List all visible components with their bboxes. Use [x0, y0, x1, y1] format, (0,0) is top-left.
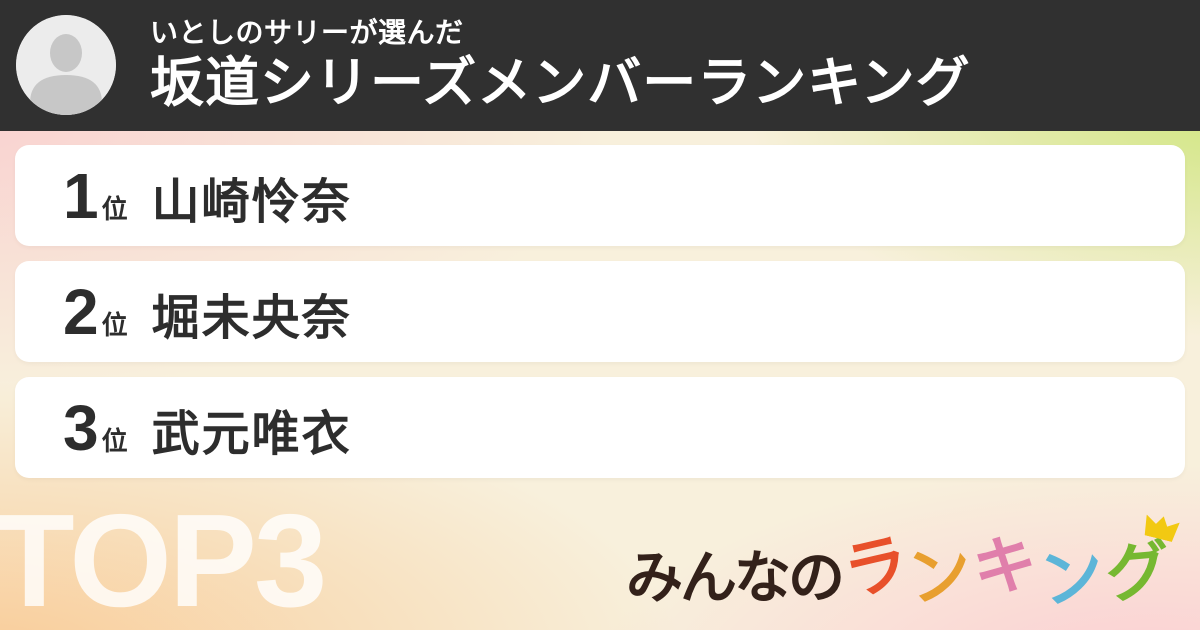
top3-watermark: TOP3: [0, 487, 327, 630]
page-title: 坂道シリーズメンバーランキング: [150, 53, 971, 113]
rank-suffix: 位: [101, 425, 128, 456]
rank-suffix: 位: [101, 309, 128, 340]
logo-char-n1: ン: [901, 532, 979, 616]
logo-char-ki: キ: [968, 526, 1042, 606]
rank-line: 3 位武元唯衣: [63, 391, 352, 465]
rank-number: 3: [63, 391, 99, 464]
header-text: いとしのサリーが選んだ 坂道シリーズメンバーランキング: [150, 14, 971, 114]
rank-name: 山崎怜奈: [151, 175, 352, 229]
logo-prefix-text: みんなの: [626, 546, 845, 610]
rank-card-3: 3 位武元唯衣: [15, 377, 1185, 478]
rank-card-1: 1 位山崎怜奈: [15, 145, 1185, 246]
rank-number: 2: [63, 275, 99, 348]
rank-card-2: 2 位堀未央奈: [15, 261, 1185, 362]
rank-line: 1 位山崎怜奈: [63, 159, 352, 233]
brand-logo: みんなの ラ ン キ ン グ: [626, 524, 1173, 618]
ranking-board: 1 位山崎怜奈 2 位堀未央奈 3 位武元唯衣 TOP3 みんなの ラ ン キ ン グ: [0, 131, 1200, 630]
header: いとしのサリーが選んだ 坂道シリーズメンバーランキング: [0, 0, 1200, 131]
logo-char-n2: ン: [1033, 534, 1111, 618]
rank-name: 堀未央奈: [151, 291, 352, 345]
rank-suffix: 位: [101, 193, 128, 224]
rank-name: 武元唯衣: [151, 407, 352, 461]
logo-char-ra: ラ: [836, 524, 916, 610]
author-label: いとしのサリーが選んだ: [150, 17, 464, 48]
user-silhouette-icon: [16, 15, 116, 115]
rank-line: 2 位堀未央奈: [63, 275, 352, 349]
logo-char-gu: グ: [1102, 533, 1173, 611]
avatar: [16, 15, 116, 115]
rank-number: 1: [63, 159, 99, 232]
